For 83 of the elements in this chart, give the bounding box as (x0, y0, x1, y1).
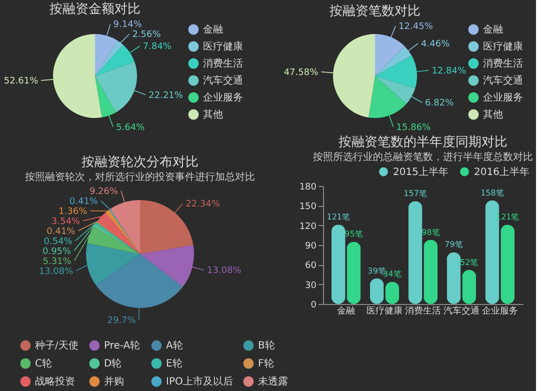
y-tick-label: 150 (299, 202, 317, 212)
legend-label: 2016上半年 (474, 166, 530, 178)
legend-label: 其他 (203, 108, 223, 120)
chart-title: 按融资金额对比 (50, 2, 140, 18)
legend-label: 企业服务 (203, 92, 243, 104)
legend-label: 未透露 (258, 376, 288, 388)
legend-label: C轮 (35, 358, 52, 370)
chart-title: 按融资轮次分布对比 (82, 155, 198, 170)
data-label: 1.36% (58, 206, 88, 217)
legend-label: IPO上市及以后 (166, 376, 233, 388)
y-tick-label: 30 (305, 280, 317, 291)
data-label: 34笔 (383, 270, 402, 279)
data-label: 13.08% (38, 266, 74, 277)
legend-label: 消费生活 (483, 58, 523, 70)
data-label: 0.41% (69, 196, 98, 207)
legend-label: 金融 (483, 24, 503, 36)
legend-label: 医疗健康 (483, 40, 523, 52)
legend-label: Pre-A轮 (104, 340, 140, 352)
legend-label: B轮 (258, 340, 275, 352)
data-label: 3.54% (51, 216, 80, 227)
legend-label: 2015上半年 (393, 166, 448, 178)
data-label: 9.14% (113, 20, 142, 30)
legend-label: 企业服务 (483, 92, 523, 104)
data-label: 121笔 (326, 212, 350, 222)
bar (331, 224, 346, 304)
data-label: 29.7% (107, 316, 136, 326)
bar (346, 242, 361, 304)
x-tick-label: 汽车交通 (443, 306, 480, 316)
data-label: 9.26% (89, 186, 119, 197)
data-label: 5.31% (42, 256, 72, 267)
data-label: 158笔 (480, 188, 504, 198)
data-label: 39笔 (368, 266, 386, 276)
legend-label: 汽车交通 (203, 74, 243, 86)
data-label: 95笔 (344, 230, 363, 239)
legend-label: E轮 (166, 358, 182, 370)
data-label: 0.95% (42, 246, 72, 257)
chart-subtitle: 按照融资轮次，对所选行业的投资事件进行加总对比 (25, 171, 255, 183)
y-tick-label: 0 (310, 300, 317, 310)
x-tick-label: 金融 (337, 306, 356, 316)
chart-title: 按融资笔数的半年度同期对比 (338, 134, 508, 150)
chart-title: 按融资笔数对比 (330, 4, 420, 20)
data-label: 22.34% (186, 200, 220, 210)
data-label: 22.21% (148, 90, 184, 101)
data-label: 15.86% (396, 122, 432, 133)
legend-label: 战略投资 (35, 376, 75, 388)
data-label: 6.82% (425, 98, 454, 108)
legend-label: 汽车交通 (483, 74, 523, 86)
bar (500, 224, 515, 304)
data-label: 0.41% (46, 226, 76, 237)
y-tick-label: 90 (305, 242, 317, 252)
bar (424, 240, 438, 304)
x-tick-label: 消费生活 (405, 306, 441, 316)
data-label: 12.84% (432, 66, 466, 76)
data-label: 0.54% (44, 236, 73, 247)
legend-label: 金融 (203, 24, 223, 36)
data-label: 4.46% (421, 39, 450, 50)
data-label: 52笔 (460, 258, 478, 267)
data-label: 12.45% (398, 22, 434, 32)
data-label: 157笔 (404, 189, 427, 198)
chart-subtitle: 按照所选行业的总融资笔数，进行半年度总数对比 (313, 151, 533, 163)
data-label: 98笔 (422, 228, 440, 237)
legend-label: A轮 (166, 340, 183, 352)
legend-label: 并购 (104, 376, 124, 388)
y-tick-label: 180 (299, 182, 317, 192)
data-label: 5.64% (116, 122, 146, 133)
data-label: 7.84% (142, 42, 172, 52)
legend-label: 种子/天使 (35, 340, 78, 352)
data-label: 47.58% (284, 68, 319, 78)
legend-label: 医疗健康 (203, 40, 243, 52)
x-tick-label: 企业服务 (482, 306, 518, 316)
bar (408, 201, 422, 304)
data-label: 79笔 (444, 240, 463, 250)
data-label: 2.56% (132, 30, 162, 40)
x-tick-label: 医疗健康 (366, 306, 403, 316)
legend-label: F轮 (258, 358, 274, 370)
legend-label: 消费生活 (203, 58, 243, 70)
legend-label: 其他 (483, 108, 503, 120)
data-label: 52.61% (4, 76, 39, 86)
legend-label: D轮 (104, 358, 122, 370)
y-tick-label: 120 (299, 222, 317, 232)
data-label: 13.08% (207, 266, 242, 276)
y-tick-label: 60 (305, 261, 317, 272)
bar (446, 252, 461, 304)
